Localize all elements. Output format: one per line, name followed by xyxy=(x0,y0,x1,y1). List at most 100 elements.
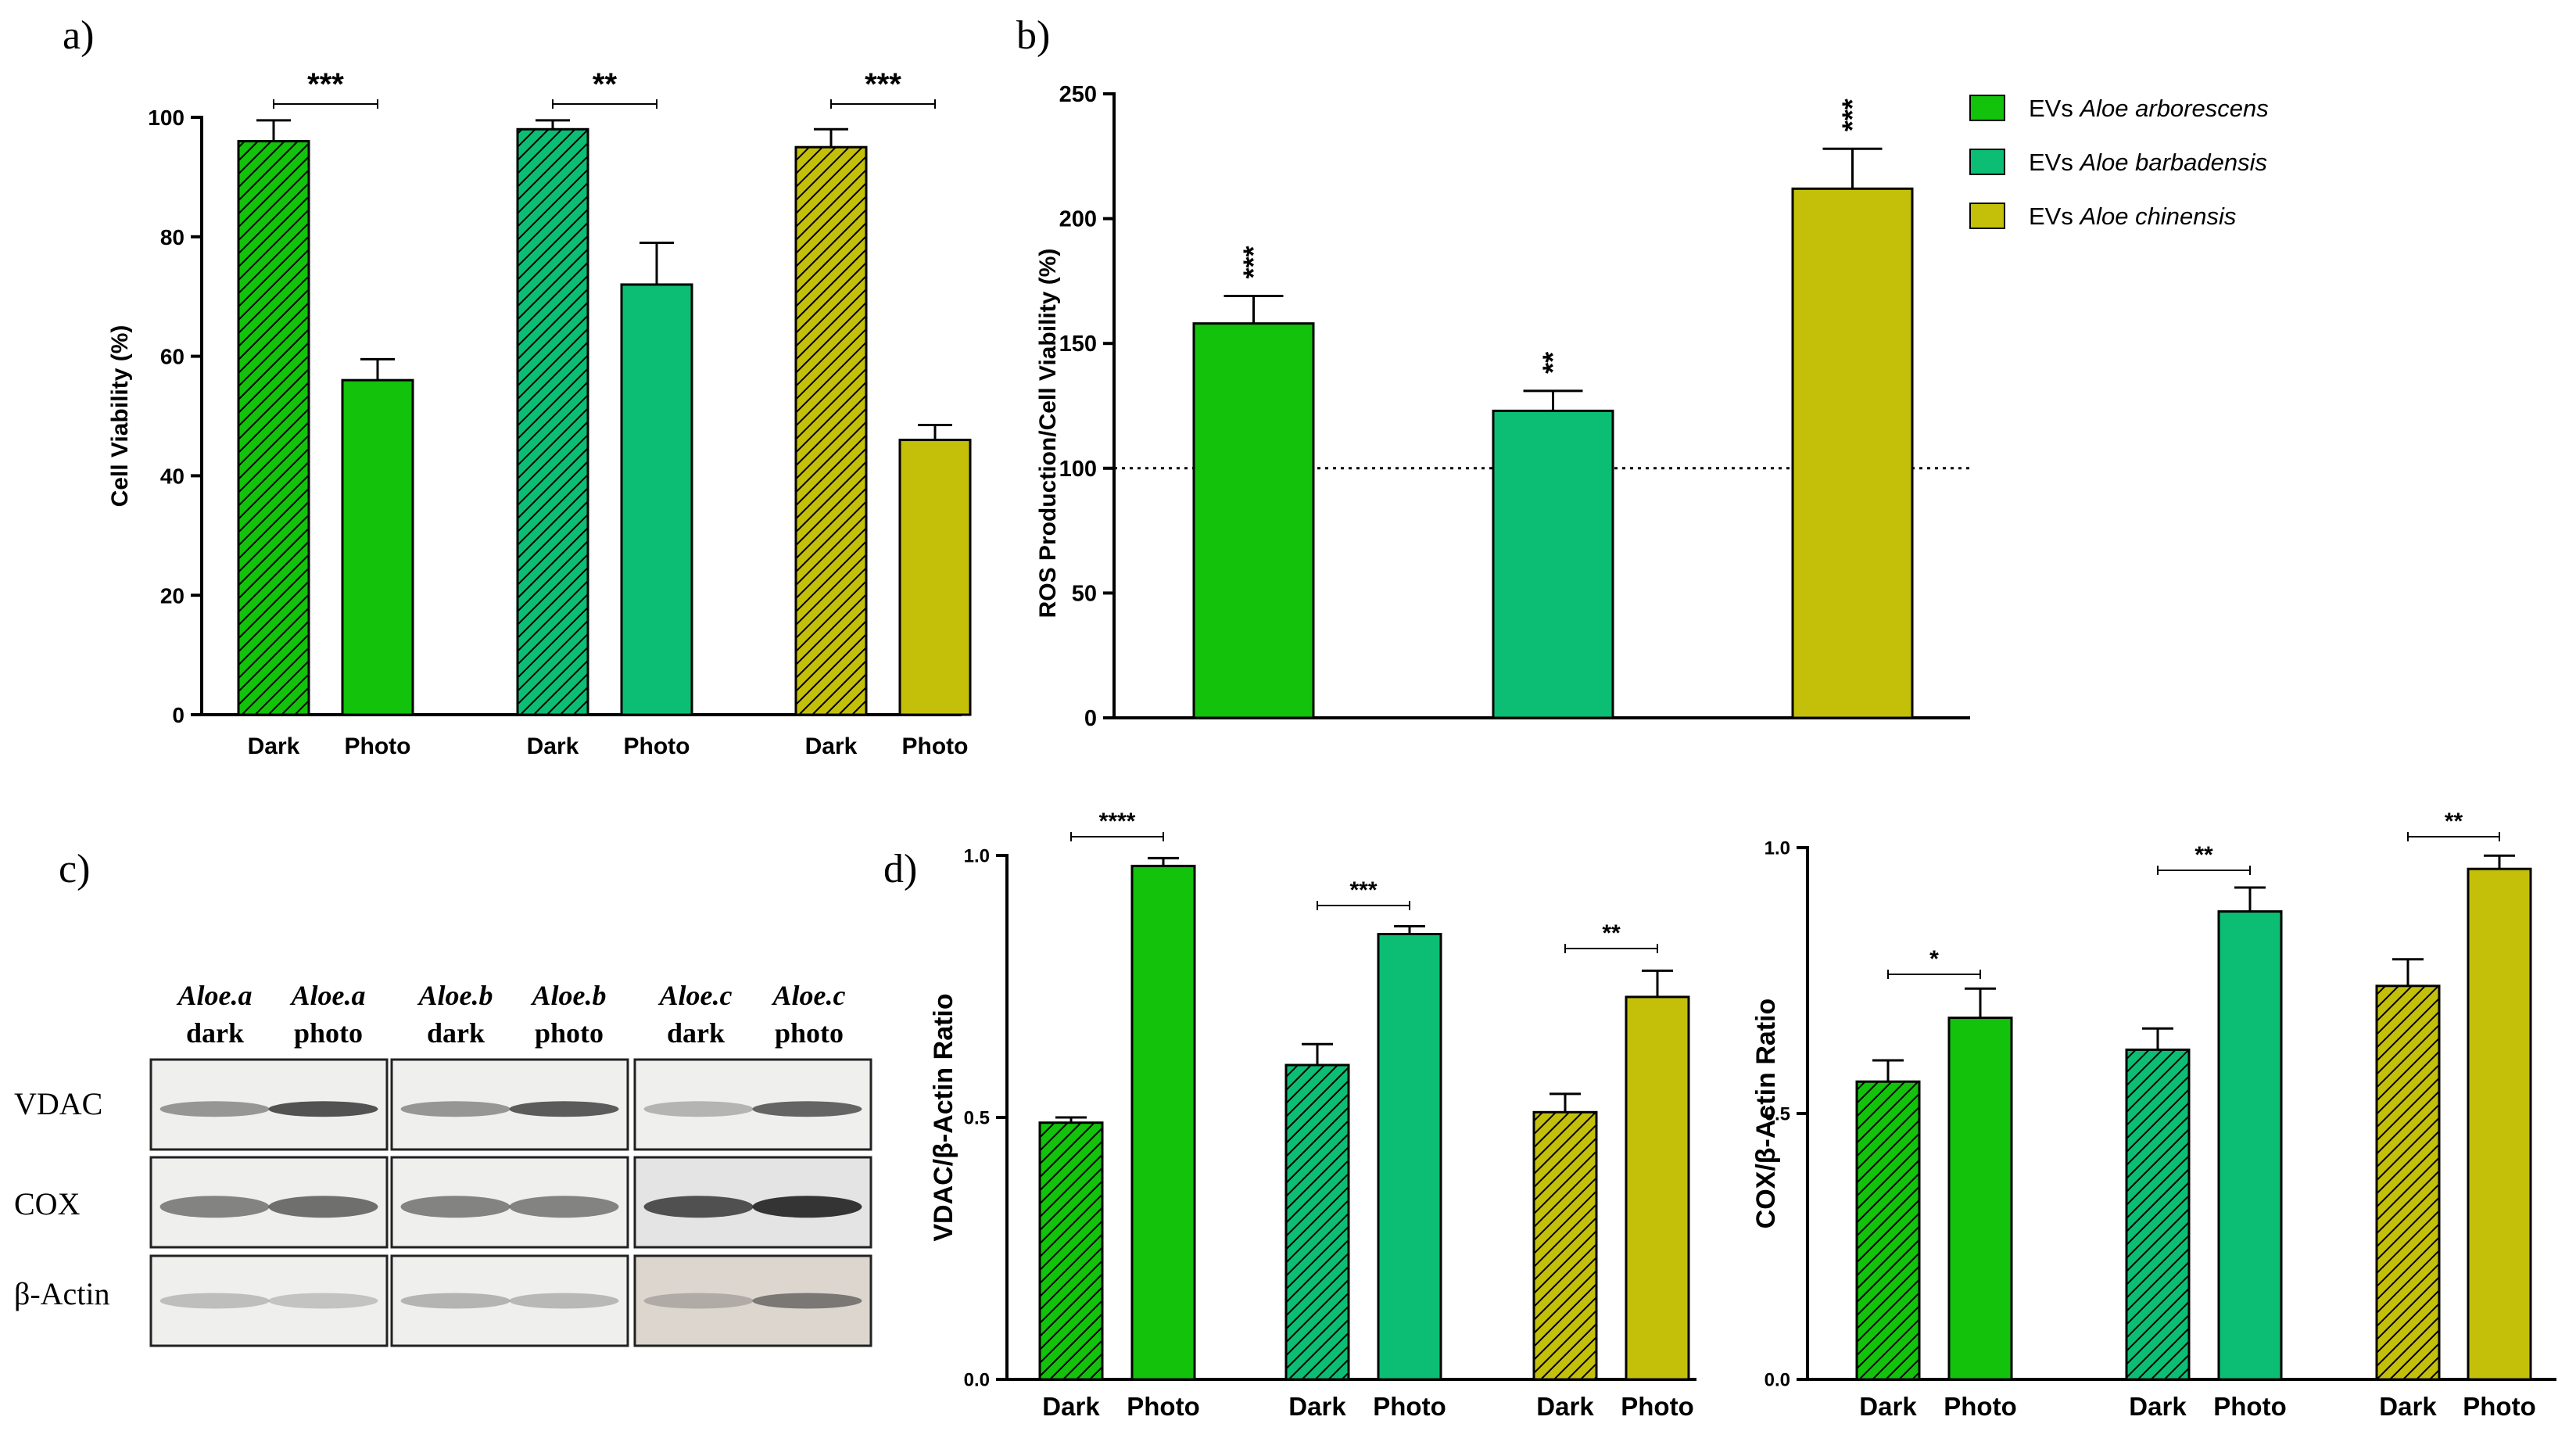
y-tick-label: 0 xyxy=(172,703,185,727)
bar-chinensis-dark xyxy=(794,145,868,716)
blot-band xyxy=(159,1293,270,1309)
panel-label-c: c) xyxy=(59,847,90,891)
bar-barbadensis-dark xyxy=(516,127,589,716)
significance-stars: ** xyxy=(593,67,618,102)
bar-barbadensis-dark xyxy=(1284,1063,1350,1381)
x-tick-label: Photo xyxy=(1944,1392,2016,1421)
blot-band xyxy=(509,1196,619,1218)
significance-stars: * xyxy=(1929,946,1939,972)
legend-label-arborescens: EVs Aloe arborescens xyxy=(2029,95,2269,122)
blot-band xyxy=(752,1101,862,1117)
blot-column-condition: dark xyxy=(186,1017,244,1049)
x-tick-label: Dark xyxy=(1288,1392,1346,1421)
blot-column-condition: photo xyxy=(535,1017,604,1049)
bar-barbadensis-photo xyxy=(1377,933,1442,1381)
blot-column-sample: Aloe.a xyxy=(177,980,253,1011)
blot-band xyxy=(268,1101,378,1117)
x-tick-label: Photo xyxy=(902,733,969,759)
blot-band xyxy=(643,1196,754,1218)
blot-column-sample: Aloe.c xyxy=(658,980,733,1011)
x-tick-label: Photo xyxy=(1127,1392,1199,1421)
y-tick-label: 60 xyxy=(160,345,185,369)
blot-column-sample: Aloe.a xyxy=(290,980,366,1011)
legend-italic: Aloe arborescens xyxy=(2078,95,2268,122)
blot-column-sample: Aloe.b xyxy=(417,980,493,1011)
x-tick-label: Dark xyxy=(1536,1392,1594,1421)
bar-arborescens-dark xyxy=(1038,1121,1104,1381)
chart-vdac-ratio: 0.0 0.5 1.0 VDAC/β-Actin Ratio Dark Photo Dark… xyxy=(929,809,1696,1421)
bar-arborescens xyxy=(1192,322,1315,719)
x-tick-label: Photo xyxy=(1621,1392,1693,1421)
legend-swatch-arborescens xyxy=(1969,95,2005,121)
bar-arborescens-photo xyxy=(341,378,414,716)
significance-stars: *** xyxy=(865,67,901,102)
blot-column-condition: photo xyxy=(294,1017,363,1049)
blot-band xyxy=(159,1101,270,1117)
y-tick-label: 100 xyxy=(148,106,185,130)
significance-stars: ** xyxy=(2194,842,2213,868)
bar-chinensis xyxy=(1791,187,1914,719)
bar-barbadensis xyxy=(1492,409,1614,719)
y-tick-label: 0.5 xyxy=(964,1108,990,1129)
y-tick-label: 0.5 xyxy=(1765,1104,1790,1125)
blot-band xyxy=(268,1196,378,1218)
x-tick-label: Photo xyxy=(345,733,411,759)
legend-swatch-barbadensis xyxy=(1969,149,2005,175)
blot-band xyxy=(509,1293,619,1309)
x-tick-label: Dark xyxy=(2129,1392,2187,1421)
legend-prefix: EVs xyxy=(2029,203,2080,230)
blot-row-label: β-Actin xyxy=(14,1276,110,1311)
blot-band xyxy=(509,1101,619,1117)
blot-row-label: COX xyxy=(14,1186,81,1221)
y-tick-label: 250 xyxy=(1059,82,1097,107)
blot-row-label: VDAC xyxy=(14,1086,102,1121)
significance-stars: *** xyxy=(1238,246,1270,279)
bar-arborescens-dark xyxy=(237,140,310,716)
y-tick-label: 1.0 xyxy=(1765,838,1790,859)
y-axis-label: Cell Viability (%) xyxy=(107,325,133,507)
y-tick-label: 80 xyxy=(160,225,185,249)
bar-barbadensis-photo xyxy=(620,283,693,716)
blot-column-condition: dark xyxy=(427,1017,485,1049)
significance-stars: ** xyxy=(1602,920,1621,946)
significance-stars: *** xyxy=(1836,99,1868,131)
significance-stars: ** xyxy=(1537,352,1569,374)
bar-chinensis-dark xyxy=(1532,1110,1598,1381)
blot-column-sample: Aloe.c xyxy=(772,980,846,1011)
bar-chinensis-photo xyxy=(2467,867,2532,1381)
blot-column-condition: photo xyxy=(775,1017,844,1049)
blot-column-sample: Aloe.b xyxy=(531,980,607,1011)
x-tick-label: Photo xyxy=(2463,1392,2535,1421)
y-axis-label: VDAC/β-Actin Ratio xyxy=(929,993,958,1241)
blot-band xyxy=(400,1293,511,1309)
blot-band xyxy=(752,1293,862,1309)
legend-prefix: EVs xyxy=(2029,95,2080,122)
x-tick-label: Dark xyxy=(1859,1392,1917,1421)
x-tick-label: Photo xyxy=(1373,1392,1446,1421)
blot-column-condition: dark xyxy=(667,1017,725,1049)
blot-membrane xyxy=(390,1254,629,1347)
bar-chinensis-dark xyxy=(2375,984,2441,1381)
western-blot-panel: Aloe.a dark Aloe.a photo Aloe.b dark Aloe.b pho… xyxy=(14,980,872,1347)
y-axis-label: COX/β-Actin Ratio xyxy=(1751,999,1781,1229)
panel-label-d: d) xyxy=(883,847,917,891)
legend-italic: Aloe chinensis xyxy=(2078,203,2236,230)
y-tick-label: 40 xyxy=(160,464,185,488)
legend-label-barbadensis: EVs Aloe barbadensis xyxy=(2029,149,2267,176)
bar-arborescens-dark xyxy=(1855,1080,1921,1381)
significance-stars: *** xyxy=(307,67,344,102)
chart-cell-viability: 0 20 40 60 80 100 Cell Viability (%) Dark Photo D… xyxy=(107,67,972,759)
significance-stars: ** xyxy=(2445,809,2463,834)
blot-band xyxy=(268,1293,378,1309)
y-tick-label: 0.0 xyxy=(964,1370,990,1391)
chart-ros-production: 0 50 100 150 200 250 ROS Production/Cell Viabi… xyxy=(1035,82,2269,731)
x-tick-label: Dark xyxy=(1042,1392,1100,1421)
bar-barbadensis-photo xyxy=(2217,910,2283,1381)
significance-stars: *** xyxy=(1349,877,1377,903)
significance-stars: **** xyxy=(1099,809,1136,834)
blot-band xyxy=(400,1101,511,1117)
x-tick-label: Dark xyxy=(2379,1392,2437,1421)
legend-label-chinensis: EVs Aloe chinensis xyxy=(2029,203,2236,230)
bar-chinensis-photo xyxy=(1625,995,1690,1381)
